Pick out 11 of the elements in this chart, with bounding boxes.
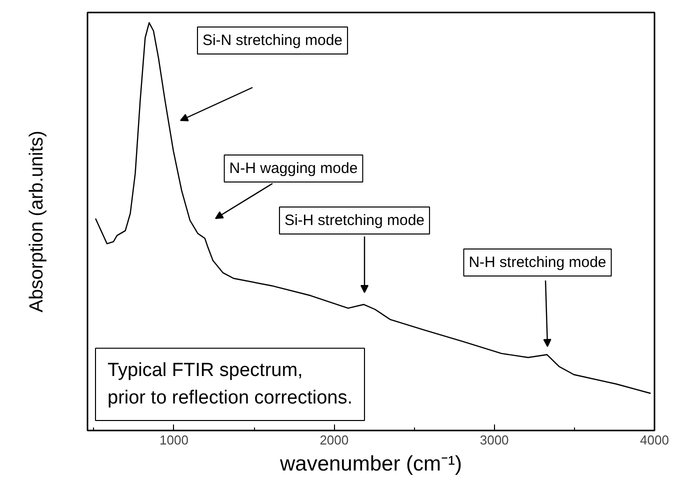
annotation: Si-N stretching mode	[202, 32, 343, 49]
annotation: Typical FTIR spectrum, prior to reflection corrections.	[108, 360, 352, 408]
annotation: N-H wagging mode	[229, 160, 358, 177]
annotation: N-H stretching mode	[468, 254, 606, 271]
x-tick-label: 3000	[480, 432, 509, 448]
annotation: Si-H stretching mode	[284, 212, 425, 229]
x-tick-label: 4000	[640, 432, 669, 448]
y-axis-title: Absorption (arb.units)	[26, 130, 48, 312]
x-tick-label: 1000	[160, 432, 188, 448]
x-axis-title: wavenumber (cm⁻¹)	[278, 452, 462, 476]
x-tick-label: 2000	[320, 432, 349, 448]
